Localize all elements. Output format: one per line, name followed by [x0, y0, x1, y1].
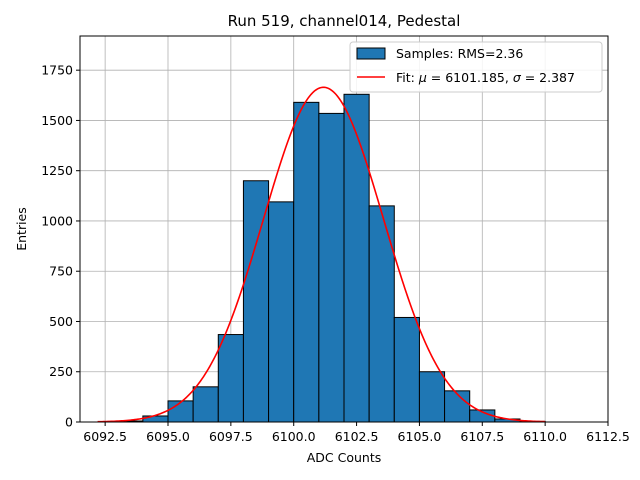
histogram-bar	[393, 316, 420, 423]
x-axis-ticks: 6092.5 6095.0 6097.5 6100.0 6102.5 6105.0 6107…	[83, 422, 630, 444]
histogram-bar	[343, 93, 370, 423]
histogram-bar	[368, 205, 395, 423]
x-tick-label: 6112.5	[586, 429, 630, 444]
histogram-bar	[293, 101, 320, 423]
histogram-bar	[192, 386, 219, 423]
histogram-bars	[117, 93, 546, 423]
x-tick-label: 6107.5	[460, 429, 504, 444]
y-tick-label: 1750	[41, 63, 73, 78]
legend-label-samples: Samples: RMS=2.36	[396, 46, 523, 61]
histogram-bar	[217, 334, 244, 423]
histogram-bar	[167, 400, 194, 423]
y-axis-ticks: 0 250 500 750 1000 1250 1500 1750	[41, 63, 80, 430]
x-tick-label: 6100.0	[272, 429, 316, 444]
y-tick-label: 0	[65, 415, 73, 430]
chart-title: Run 519, channel014, Pedestal	[228, 12, 461, 30]
histogram-bar	[418, 371, 446, 423]
x-tick-label: 6097.5	[209, 429, 253, 444]
histogram-bar	[444, 390, 471, 423]
legend-fit-prefix: Fit:	[396, 70, 419, 85]
histogram-bar	[268, 201, 295, 423]
y-tick-label: 250	[49, 364, 73, 379]
legend-swatch-samples	[356, 47, 386, 60]
fit-curve	[97, 86, 546, 423]
legend-box	[349, 41, 603, 93]
y-tick-label: 750	[49, 264, 73, 279]
y-tick-label: 1000	[41, 213, 73, 228]
histogram-bar	[318, 112, 345, 423]
y-tick-label: 1250	[41, 163, 73, 178]
legend-fit-mu-symbol: μ	[418, 70, 427, 85]
legend-label-fit: Fit: μ = 6101.185, σ = 2.387	[396, 70, 575, 85]
x-axis-label: ADC Counts	[307, 450, 382, 465]
plot-frame	[79, 35, 609, 423]
legend: Samples: RMS=2.36 Fit: μ = 6101.185, σ =…	[349, 41, 603, 93]
x-tick-label: 6102.5	[335, 429, 379, 444]
y-tick-label: 1500	[41, 113, 73, 128]
y-tick-label: 500	[49, 314, 73, 329]
y-axis-label: Entries	[14, 207, 29, 251]
x-tick-label: 6110.0	[523, 429, 567, 444]
legend-fit-mu: = 6101.185,	[427, 70, 513, 85]
x-tick-label: 6105.0	[398, 429, 442, 444]
legend-fit-sigma: = 2.387	[521, 70, 575, 85]
legend-fit-sigma-symbol: σ	[513, 70, 522, 85]
x-tick-label: 6092.5	[83, 429, 127, 444]
x-tick-label: 6095.0	[146, 429, 190, 444]
